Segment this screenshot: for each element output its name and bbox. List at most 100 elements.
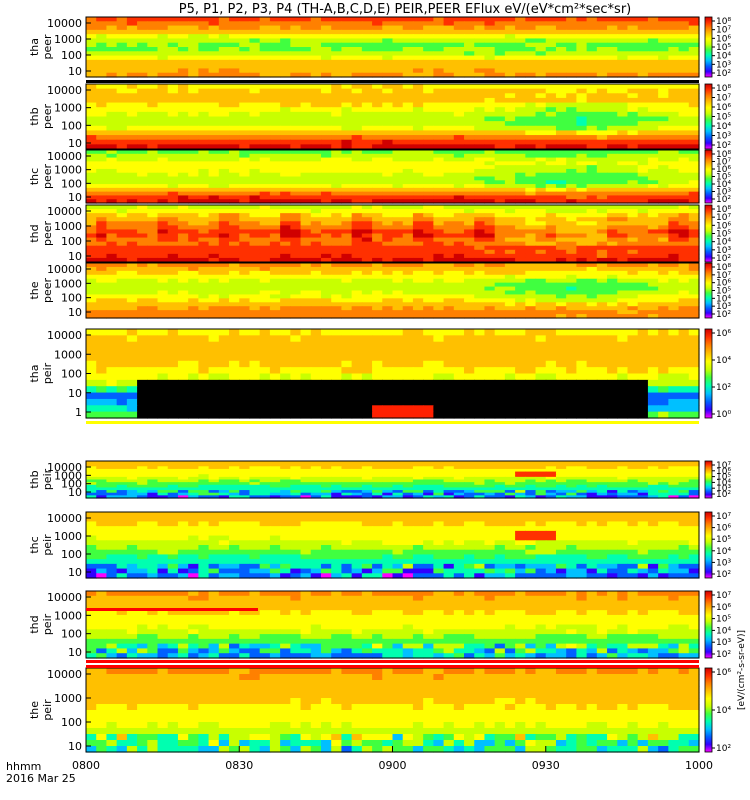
heatmap-cell (382, 17, 394, 22)
heatmap-cell (576, 266, 588, 272)
heatmap-cell (259, 68, 271, 74)
heatmap-cell (586, 97, 598, 104)
heatmap-cell (106, 125, 118, 132)
heatmap-cell (280, 187, 291, 193)
heatmap-cell (177, 257, 189, 263)
heatmap-cell (157, 116, 169, 122)
heatmap-cell (637, 184, 649, 189)
heatmap-cell (596, 221, 608, 226)
heatmap-cell (249, 266, 261, 272)
heatmap-cell (627, 237, 639, 243)
heatmap-cell (647, 29, 659, 35)
heatmap-cell (351, 241, 363, 247)
heatmap-cell (116, 116, 128, 122)
heatmap-cell (177, 310, 189, 315)
heatmap-cell (688, 209, 700, 214)
heatmap-cell (566, 64, 577, 70)
heatmap-cell (310, 42, 322, 48)
heatmap-cell (412, 249, 424, 255)
heatmap-cell (453, 290, 465, 296)
heatmap-cell (607, 294, 618, 299)
heatmap-cell (494, 184, 506, 189)
heatmap-cell (494, 38, 506, 44)
heatmap-cell (239, 225, 251, 231)
heatmap-cell (361, 213, 373, 218)
heatmap-cell (515, 180, 526, 185)
heatmap-cell (188, 213, 199, 218)
heatmap-cell (576, 29, 588, 35)
heatmap-cell (566, 29, 577, 35)
heatmap-cell (453, 302, 465, 307)
heatmap-cell (678, 314, 690, 319)
heatmap-cell (86, 150, 97, 155)
heatmap-cell (647, 187, 659, 193)
heatmap-cell (310, 348, 322, 356)
heatmap-cell (116, 47, 128, 52)
heatmap-cell (157, 88, 169, 94)
heatmap-cell (116, 253, 128, 259)
heatmap-cell (300, 172, 312, 178)
heatmap-cell (280, 263, 291, 268)
heatmap-cell (351, 249, 363, 255)
heatmap-cell (372, 237, 383, 243)
heatmap-cell (494, 107, 506, 113)
heatmap-cell (545, 42, 557, 48)
heatmap-cell (269, 139, 281, 145)
heatmap-cell (86, 47, 97, 52)
heatmap-cell (576, 199, 588, 204)
heatmap-cell (555, 221, 567, 226)
heatmap-cell (658, 125, 669, 132)
heatmap-cell (147, 93, 159, 99)
heatmap-cell (341, 161, 353, 166)
figure-title: P5, P1, P2, P3, P4 (TH-A,B,C,D,E) PEIR,P… (179, 2, 632, 17)
heatmap-cell (218, 29, 230, 35)
heatmap-cell (106, 298, 118, 303)
heatmap-cell (208, 139, 220, 145)
heatmap-cell (504, 168, 516, 174)
heatmap-cell (106, 348, 118, 356)
heatmap-cell (453, 341, 465, 349)
heatmap-cell (310, 191, 322, 197)
heatmap-cell (443, 199, 455, 204)
heatmap-cell (658, 172, 669, 178)
heatmap-cell (86, 329, 97, 336)
heatmap-cell (443, 150, 455, 155)
heatmap-cell (402, 130, 414, 136)
heatmap-cell (596, 233, 608, 239)
heatmap-cell (402, 135, 414, 141)
heatmap-cell (341, 25, 353, 31)
heatmap-cell (167, 282, 179, 288)
heatmap-cell (280, 314, 291, 319)
heatmap-cell (412, 165, 424, 170)
heatmap-cell (545, 139, 557, 145)
heatmap-cell (668, 348, 680, 356)
heatmap-cell (596, 88, 608, 94)
heatmap-cell (607, 302, 618, 307)
heatmap-cell (494, 354, 506, 362)
heatmap-cell (86, 34, 97, 40)
heatmap-cell (596, 253, 608, 259)
heatmap-cell (167, 241, 179, 247)
heatmap-cell (198, 139, 210, 145)
heatmap-cell (607, 270, 618, 276)
heatmap-cell (351, 233, 363, 239)
heatmap-cell (177, 348, 189, 356)
heatmap-cell (668, 51, 680, 57)
heatmap-cell (647, 102, 659, 108)
heatmap-cell (402, 392, 414, 400)
heatmap-cell (86, 233, 97, 239)
heatmap-cell (167, 125, 179, 132)
heatmap-cell (658, 225, 669, 231)
heatmap-cell (351, 237, 363, 243)
heatmap-cell (678, 310, 690, 315)
heatmap-cell (361, 161, 373, 166)
heatmap-cell (545, 266, 557, 272)
heatmap-cell (535, 367, 547, 375)
heatmap-cell (443, 135, 455, 141)
heatmap-cell (86, 195, 97, 200)
heatmap-cell (515, 274, 526, 280)
heatmap-cell (586, 348, 598, 356)
heatmap-cell (423, 278, 434, 284)
heatmap-cell (688, 367, 700, 375)
heatmap-cell (453, 278, 465, 284)
